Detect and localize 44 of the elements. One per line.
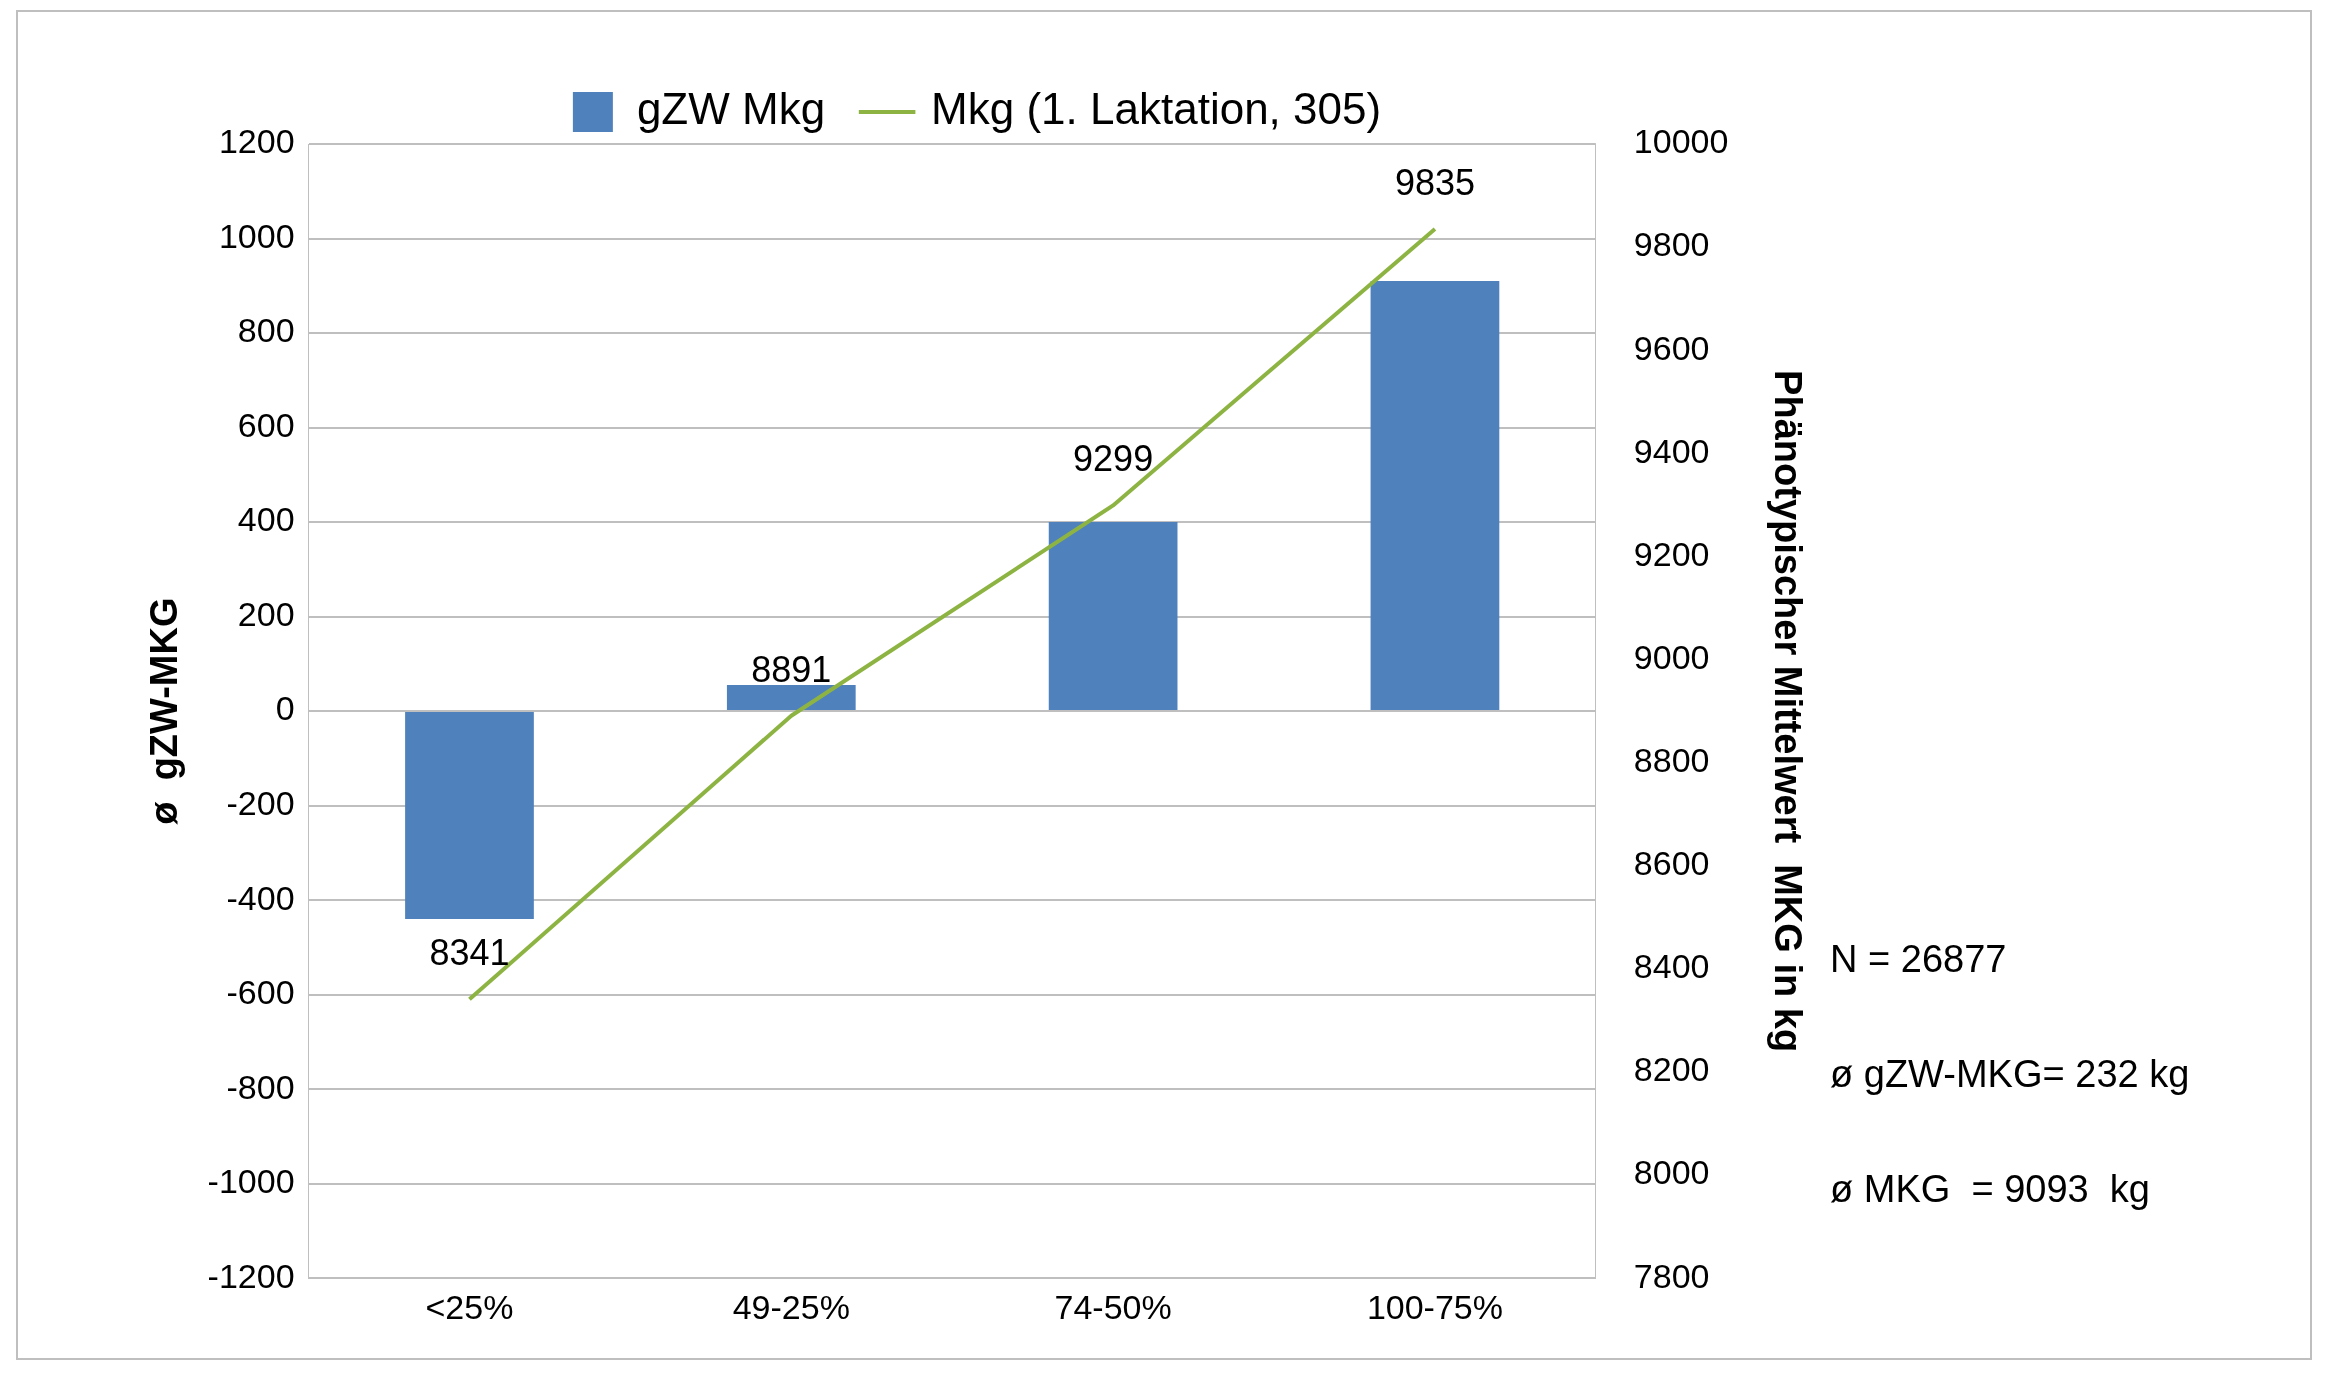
y2-axis-title: Phänotypischer Mittelwert MKG in kg	[1766, 370, 1809, 1053]
y-tick-label: -600	[226, 973, 295, 1012]
bar	[1370, 281, 1500, 711]
y2-tick-label: 8200	[1633, 1050, 1710, 1089]
y-tick-label: -200	[226, 783, 295, 822]
legend-label: gZW Mkg	[636, 84, 826, 134]
x-tick-label: 100-75%	[1366, 1287, 1503, 1326]
y-tick-label: -800	[226, 1067, 295, 1106]
y-tick-label: -1200	[207, 1256, 295, 1295]
y-axis-title: ø gZW-MKG	[143, 597, 186, 825]
y2-tick-label: 8400	[1633, 947, 1710, 986]
text: ø MKG = 9093 kg	[1830, 1168, 2150, 1211]
data-label: 9299	[1073, 438, 1154, 480]
bar	[405, 712, 534, 920]
y2-tick-label: 8800	[1633, 741, 1710, 780]
x-tick-label: 74-50%	[1054, 1287, 1172, 1326]
y-tick-label: -400	[226, 878, 295, 917]
y-tick-label: 1200	[218, 122, 295, 161]
y-tick-label: -1000	[207, 1162, 295, 1201]
y2-tick-label: 9600	[1633, 328, 1710, 367]
data-label: 8341	[429, 932, 510, 974]
data-label: 8891	[751, 648, 832, 690]
y-tick-label: 800	[237, 311, 295, 350]
y-tick-label: 0	[275, 689, 295, 728]
legend-label: Mkg (1. Laktation, 305)	[931, 84, 1382, 134]
y2-tick-label: 9800	[1633, 225, 1710, 264]
bar	[726, 685, 856, 711]
x-tick-label: 49-25%	[732, 1287, 850, 1326]
y2-tick-label: 7800	[1633, 1256, 1710, 1295]
y2-tick-label: 8000	[1633, 1153, 1710, 1192]
text: ø gZW-MKG= 232 kg	[1830, 1053, 2190, 1096]
x-tick-label: <25%	[425, 1287, 514, 1326]
text: N = 26877	[1830, 938, 2007, 981]
y2-tick-label: 8600	[1633, 844, 1710, 883]
y-tick-label: 600	[237, 405, 295, 444]
bar	[1048, 522, 1178, 711]
y-tick-label: 200	[237, 594, 295, 633]
y2-tick-label: 9200	[1633, 534, 1710, 573]
y2-tick-label: 10000	[1633, 122, 1729, 161]
y-tick-label: 1000	[218, 216, 295, 255]
y2-tick-label: 9400	[1633, 431, 1710, 470]
y-tick-label: 400	[237, 500, 295, 539]
data-label: 9835	[1394, 161, 1475, 203]
y2-tick-label: 9000	[1633, 637, 1710, 676]
